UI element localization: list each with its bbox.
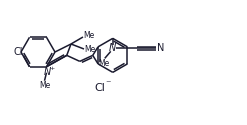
Text: N: N — [157, 43, 165, 53]
Text: Me: Me — [39, 81, 50, 90]
Text: Me: Me — [83, 32, 95, 40]
Text: ⁻: ⁻ — [105, 79, 111, 89]
Text: Cl: Cl — [95, 83, 105, 93]
Text: Cl: Cl — [14, 47, 23, 57]
Text: Me: Me — [98, 59, 109, 68]
Text: Me: Me — [84, 46, 96, 54]
Text: +: + — [49, 66, 54, 71]
Text: N: N — [109, 43, 116, 53]
Text: N: N — [44, 67, 51, 77]
